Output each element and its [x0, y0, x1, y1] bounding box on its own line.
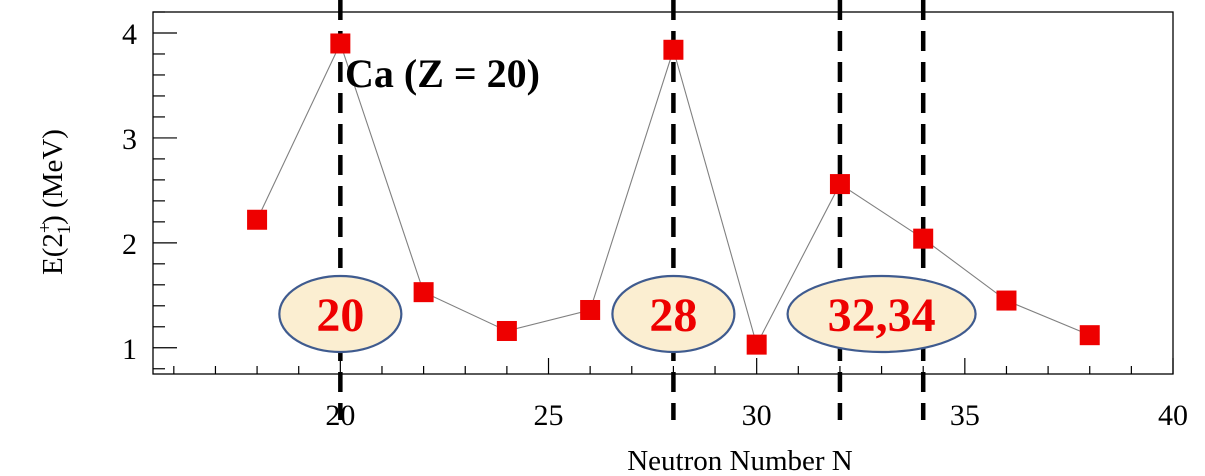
- x-tick-label: 30: [742, 399, 772, 432]
- data-point-n22: [413, 282, 434, 303]
- x-tick-label: 25: [534, 399, 564, 432]
- data-point-n28: [663, 39, 684, 60]
- data-point-n24: [496, 320, 517, 341]
- magic-label-text: 28: [649, 289, 697, 342]
- y-axis-title-tail: ) (MeV): [37, 129, 69, 225]
- data-point-n18: [247, 209, 268, 230]
- magic-label-bubble: [611, 274, 736, 354]
- x-axis-title: Neutron Number N: [627, 445, 853, 476]
- y-axis-title-sub: 1: [54, 225, 75, 235]
- magic-label-bubble: [278, 274, 403, 354]
- labels-layer: 20 28 32,34: [278, 274, 977, 354]
- magic-label-text: 32,34: [828, 289, 936, 342]
- data-point-n30: [746, 334, 767, 355]
- data-point-n38: [1079, 325, 1100, 346]
- data-point-n36: [996, 290, 1017, 311]
- y-axis-title-main: E(2: [37, 233, 69, 275]
- data-point-n32: [829, 174, 850, 195]
- y-tick-label: 4: [122, 18, 137, 51]
- plot-frame: [152, 11, 1174, 375]
- chart-title: Ca (Z = 20): [345, 51, 540, 96]
- y-tick-label: 3: [122, 123, 137, 156]
- y-axis-title: E(2+1) (MeV): [35, 129, 75, 275]
- x-tick-label: 35: [950, 399, 980, 432]
- data-point-n34: [913, 228, 934, 249]
- data-point-n26: [580, 299, 601, 320]
- data-point-n20: [330, 33, 351, 54]
- y-tick-label: 2: [122, 228, 137, 261]
- x-tick-label: 40: [1158, 399, 1188, 432]
- x-tick-label: 20: [325, 399, 355, 432]
- y-tick-label: 1: [122, 333, 137, 366]
- magic-label-bubble: [786, 274, 977, 354]
- series-layer: [247, 33, 1100, 355]
- y-axis-title-sup: +: [35, 222, 56, 233]
- magic-label-text: 20: [316, 289, 364, 342]
- axes-layer: 20 25 30 35 40 1 2 3 4: [122, 11, 1188, 432]
